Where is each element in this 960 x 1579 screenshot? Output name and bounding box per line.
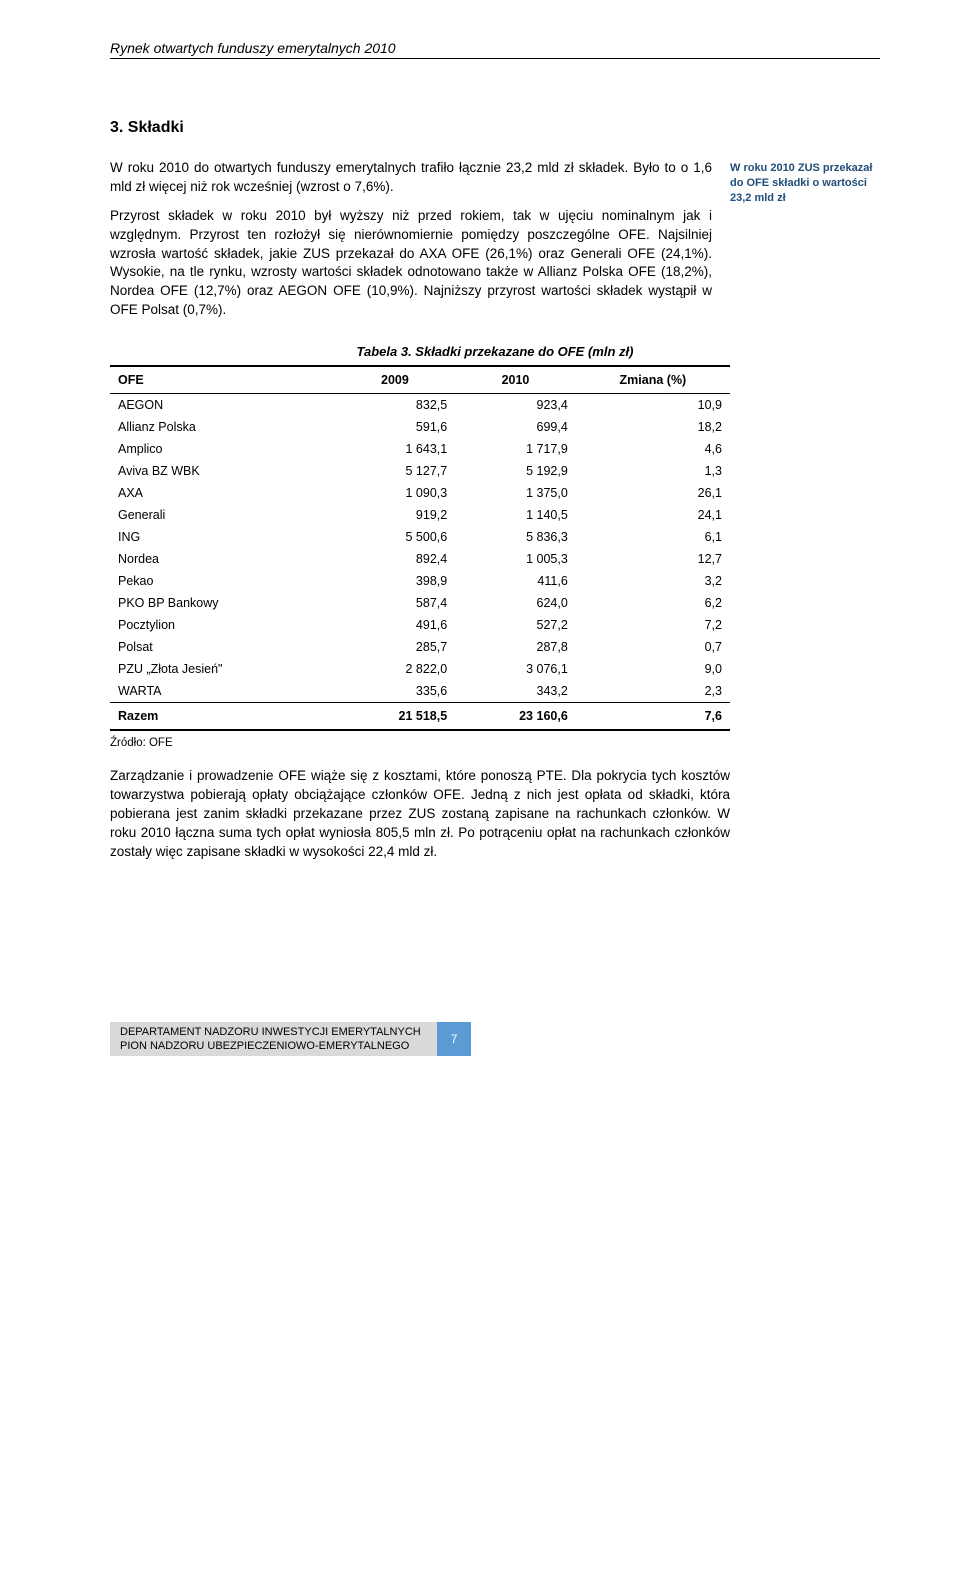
table-cell: 591,6 <box>335 416 456 438</box>
table-cell: 2,3 <box>576 680 730 703</box>
table-cell: 832,5 <box>335 394 456 417</box>
footer-line-1: DEPARTAMENT NADZORU INWESTYCJI EMERYTALN… <box>120 1026 421 1038</box>
table-cell: 491,6 <box>335 614 456 636</box>
footer-department: DEPARTAMENT NADZORU INWESTYCJI EMERYTALN… <box>110 1022 441 1057</box>
page-footer: DEPARTAMENT NADZORU INWESTYCJI EMERYTALN… <box>110 1022 730 1057</box>
table-row: Generali919,21 140,524,1 <box>110 504 730 526</box>
table-cell: Pekao <box>110 570 335 592</box>
table-cell: 1,3 <box>576 460 730 482</box>
table-cell: 24,1 <box>576 504 730 526</box>
body-text-block: W roku 2010 do otwartych funduszy emeryt… <box>110 159 712 330</box>
table-cell: ING <box>110 526 335 548</box>
table-cell: 285,7 <box>335 636 456 658</box>
table-row: Amplico1 643,11 717,94,6 <box>110 438 730 460</box>
table-cell: 1 090,3 <box>335 482 456 504</box>
table-cell: 923,4 <box>455 394 576 417</box>
paragraph-2: Przyrost składek w roku 2010 był wyższy … <box>110 207 712 320</box>
col-change: Zmiana (%) <box>576 366 730 394</box>
table-cell: 1 717,9 <box>455 438 576 460</box>
table-cell: 5 127,7 <box>335 460 456 482</box>
table-row: Nordea892,41 005,312,7 <box>110 548 730 570</box>
table-cell: 1 643,1 <box>335 438 456 460</box>
paragraph-after-table: Zarządzanie i prowadzenie OFE wiąże się … <box>110 767 730 861</box>
table-row: WARTA335,6343,22,3 <box>110 680 730 703</box>
table-cell: 2 822,0 <box>335 658 456 680</box>
table-caption: Tabela 3. Składki przekazane do OFE (mln… <box>110 344 880 359</box>
col-2009: 2009 <box>335 366 456 394</box>
table-cell: AXA <box>110 482 335 504</box>
table-cell: Generali <box>110 504 335 526</box>
table-cell: 5 192,9 <box>455 460 576 482</box>
table-cell: 335,6 <box>335 680 456 703</box>
table-cell: 3,2 <box>576 570 730 592</box>
table-cell: 343,2 <box>455 680 576 703</box>
table-cell: 18,2 <box>576 416 730 438</box>
table-cell: 287,8 <box>455 636 576 658</box>
table-cell: 23 160,6 <box>455 703 576 731</box>
sidenote: W roku 2010 ZUS przekazał do OFE składki… <box>730 159 880 330</box>
col-2010: 2010 <box>455 366 576 394</box>
table-total-row: Razem21 518,523 160,67,6 <box>110 703 730 731</box>
table-cell: 9,0 <box>576 658 730 680</box>
table-cell: 5 500,6 <box>335 526 456 548</box>
table-cell: 527,2 <box>455 614 576 636</box>
table-cell: Razem <box>110 703 335 731</box>
footer-line-2: PION NADZORU UBEZPIECZENIOWO-EMERYTALNEG… <box>120 1040 409 1052</box>
table-row: AEGON832,5923,410,9 <box>110 394 730 417</box>
table-cell: Allianz Polska <box>110 416 335 438</box>
table-cell: 7,6 <box>576 703 730 731</box>
table-cell: 4,6 <box>576 438 730 460</box>
contributions-table: OFE 2009 2010 Zmiana (%) AEGON832,5923,4… <box>110 365 730 731</box>
table-cell: 624,0 <box>455 592 576 614</box>
table-cell: 398,9 <box>335 570 456 592</box>
table-row: Pocztylion491,6527,27,2 <box>110 614 730 636</box>
table-cell: 12,7 <box>576 548 730 570</box>
table-cell: AEGON <box>110 394 335 417</box>
page-number: 7 <box>437 1022 472 1057</box>
table-row: Allianz Polska591,6699,418,2 <box>110 416 730 438</box>
table-row: PZU „Złota Jesień"2 822,03 076,19,0 <box>110 658 730 680</box>
table-cell: 21 518,5 <box>335 703 456 731</box>
table-cell: 10,9 <box>576 394 730 417</box>
table-cell: Amplico <box>110 438 335 460</box>
table-cell: Pocztylion <box>110 614 335 636</box>
table-cell: Polsat <box>110 636 335 658</box>
table-cell: 5 836,3 <box>455 526 576 548</box>
table-row: PKO BP Bankowy587,4624,06,2 <box>110 592 730 614</box>
table-cell: Nordea <box>110 548 335 570</box>
table-cell: 699,4 <box>455 416 576 438</box>
table-cell: 6,2 <box>576 592 730 614</box>
table-cell: 1 375,0 <box>455 482 576 504</box>
table-row: ING5 500,65 836,36,1 <box>110 526 730 548</box>
col-ofe: OFE <box>110 366 335 394</box>
table-cell: 919,2 <box>335 504 456 526</box>
table-row: Polsat285,7287,80,7 <box>110 636 730 658</box>
table-cell: 26,1 <box>576 482 730 504</box>
table-cell: 411,6 <box>455 570 576 592</box>
table-cell: PZU „Złota Jesień" <box>110 658 335 680</box>
table-cell: 892,4 <box>335 548 456 570</box>
table-cell: 7,2 <box>576 614 730 636</box>
table-cell: PKO BP Bankowy <box>110 592 335 614</box>
table-cell: 587,4 <box>335 592 456 614</box>
table-cell: 6,1 <box>576 526 730 548</box>
table-source: Źródło: OFE <box>110 737 880 749</box>
table-row: Pekao398,9411,63,2 <box>110 570 730 592</box>
table-header-row: OFE 2009 2010 Zmiana (%) <box>110 366 730 394</box>
table-cell: 0,7 <box>576 636 730 658</box>
table-row: Aviva BZ WBK5 127,75 192,91,3 <box>110 460 730 482</box>
paragraph-1: W roku 2010 do otwartych funduszy emeryt… <box>110 159 712 197</box>
table-cell: 1 005,3 <box>455 548 576 570</box>
table-cell: 1 140,5 <box>455 504 576 526</box>
table-cell: Aviva BZ WBK <box>110 460 335 482</box>
table-cell: 3 076,1 <box>455 658 576 680</box>
section-title: 3. Składki <box>110 119 880 137</box>
table-cell: WARTA <box>110 680 335 703</box>
running-header: Rynek otwartych funduszy emerytalnych 20… <box>110 40 880 59</box>
table-row: AXA1 090,31 375,026,1 <box>110 482 730 504</box>
